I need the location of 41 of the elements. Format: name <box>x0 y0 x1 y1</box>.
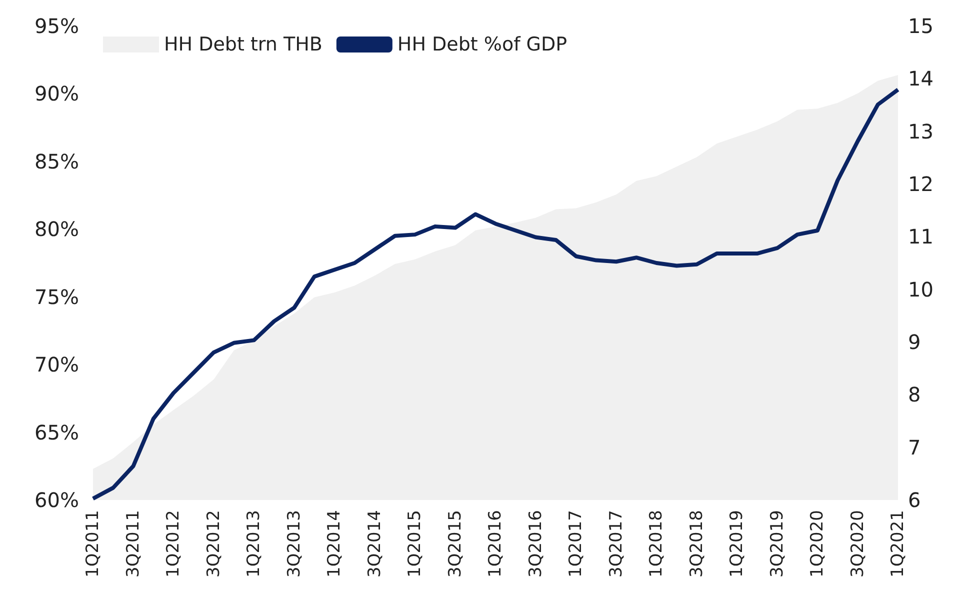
x-tick-label: 1Q2020 <box>808 510 828 578</box>
x-tick-label: 3Q2018 <box>686 510 707 578</box>
x-tick-label: 3Q2013 <box>284 510 304 578</box>
x-tick-label: 1Q2014 <box>324 510 344 578</box>
y2-tick-label: 7 <box>908 435 921 460</box>
y2-tick-label: 14 <box>908 66 934 91</box>
y-tick-label: 85% <box>34 149 79 174</box>
x-tick-label: 3Q2016 <box>526 510 546 578</box>
y-tick-label: 65% <box>34 420 79 444</box>
y2-tick-label: 8 <box>908 382 921 407</box>
y2-tick-label: 13 <box>908 119 934 144</box>
x-tick-label: 3Q2015 <box>445 510 466 578</box>
y-tick-label: 90% <box>34 82 79 106</box>
x-tick-label: 1Q2017 <box>566 510 586 578</box>
legend-label: HH Debt trn THB <box>164 34 322 56</box>
legend-label: HH Debt %of GDP <box>397 34 568 56</box>
x-tick-label: 3Q2011 <box>123 510 144 578</box>
y2-tick-label: 10 <box>908 277 934 302</box>
y-tick-label: 95% <box>34 14 79 38</box>
x-tick-label: 1Q2018 <box>646 510 666 578</box>
y2-tick-label: 11 <box>908 224 934 249</box>
y-tick-label: 70% <box>34 352 79 377</box>
x-tick-label: 3Q2020 <box>848 510 868 578</box>
x-tick-label: 3Q2012 <box>204 510 224 578</box>
y-tick-label: 80% <box>34 217 79 242</box>
y2-tick-label: 9 <box>908 330 921 354</box>
x-tick-label: 1Q2019 <box>727 510 747 578</box>
x-tick-label: 1Q2013 <box>244 510 264 578</box>
x-tick-label: 3Q2017 <box>606 510 626 578</box>
x-tick-label: 1Q2011 <box>83 510 103 578</box>
y-tick-label: 60% <box>34 488 79 512</box>
x-tick-label: 1Q2015 <box>405 510 425 578</box>
y-tick-label: 75% <box>34 284 79 309</box>
y2-tick-label: 6 <box>908 488 921 512</box>
y2-tick-label: 15 <box>908 14 934 38</box>
x-tick-label: 3Q2014 <box>364 510 385 578</box>
y2-tick-label: 12 <box>908 172 934 196</box>
x-tick-label: 1Q2021 <box>888 510 908 578</box>
x-tick-label: 1Q2012 <box>164 510 184 578</box>
x-tick-label: 1Q2016 <box>486 510 506 578</box>
x-tick-label: 3Q2019 <box>767 510 788 578</box>
